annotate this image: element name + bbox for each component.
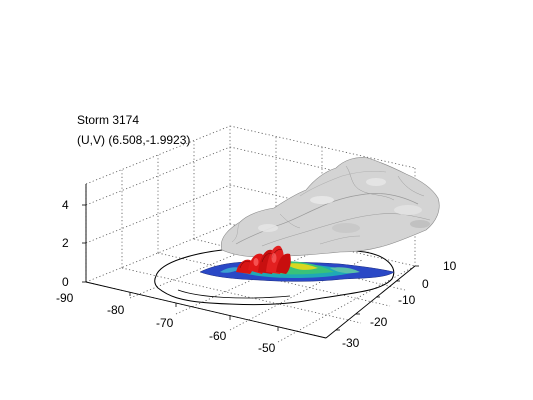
x-tick-label: -50 <box>258 341 276 355</box>
storm-title: Storm 3174 <box>77 113 140 127</box>
x-tick-label: -80 <box>107 303 125 317</box>
x-tick-label: -70 <box>156 316 174 330</box>
y-tick-label: -30 <box>342 336 360 350</box>
cloud-isosurface <box>220 157 440 258</box>
grid-left-wall <box>85 125 231 282</box>
z-tick-label: 2 <box>62 236 69 250</box>
ground-contour-inner <box>177 289 291 299</box>
axis-lines <box>85 184 416 339</box>
y-tick-label: 0 <box>422 277 429 291</box>
y-tick-label: 10 <box>443 259 457 273</box>
y-tick-label: -10 <box>398 293 416 307</box>
z-tick-label: 4 <box>62 198 69 212</box>
rain-core <box>236 245 291 274</box>
precipitation-surface <box>199 261 395 282</box>
axis-ticks <box>82 204 419 331</box>
x-tick-label: -90 <box>56 291 74 305</box>
z-tick-label: 0 <box>62 275 69 289</box>
y-tick-label: -20 <box>370 315 388 329</box>
x-tick-label: -60 <box>209 329 227 343</box>
uv-readout: (U,V) (6.508,-1.9923) <box>77 133 191 147</box>
